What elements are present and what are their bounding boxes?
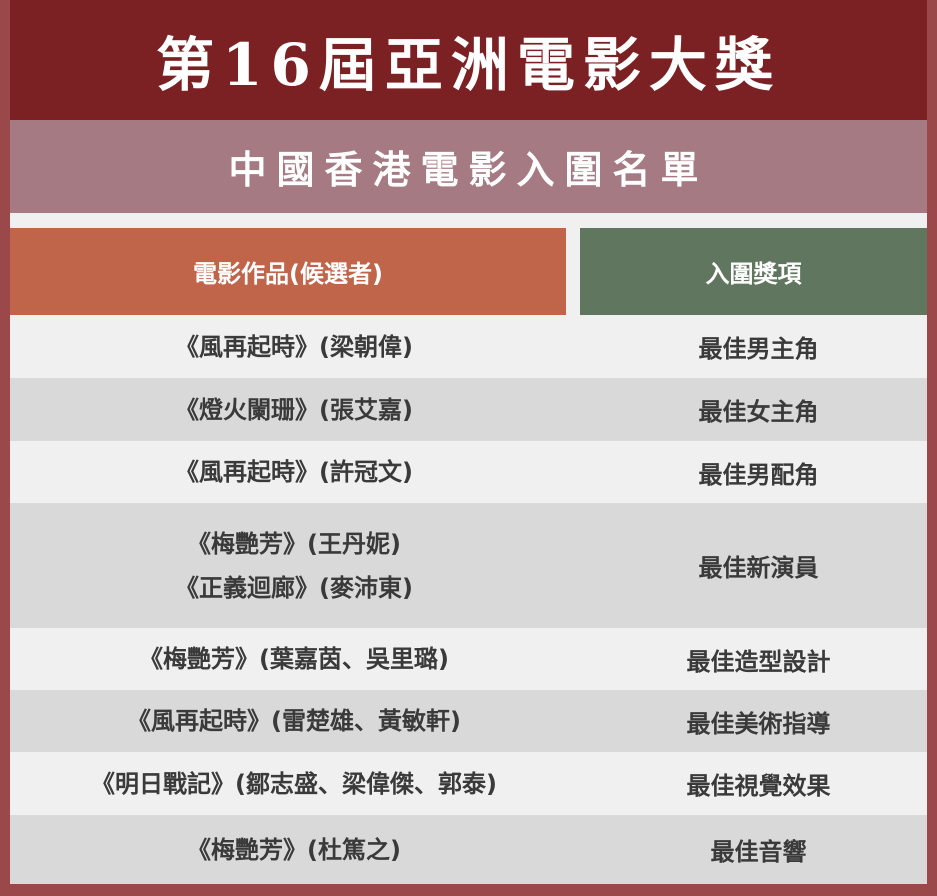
nominee-text: 《風再起時》(許冠文) [175,458,413,486]
award-cell: 最佳音響 [710,838,807,866]
table-row: 《梅艷芳》(王丹妮) 《正義迴廊》(麥沛東) 最佳新演員 [10,503,927,628]
work-cell: 《風再起時》(雷楚雄、黃敏軒) [10,690,590,752]
award-cell: 最佳女主角 [698,398,819,426]
work-cell: 《風再起時》(許冠文) [10,441,590,503]
award-cell: 最佳視覺效果 [686,772,831,800]
column-header-award: 入圍獎項 [580,228,927,315]
work-cell: 《風再起時》(梁朝偉) [10,315,590,378]
award-cell: 最佳美術指導 [686,709,831,738]
table-row: 《風再起時》(梁朝偉) 最佳男主角 [10,315,927,378]
table-card: 第16屆亞洲電影大獎 中國香港電影入圍名單 電影作品(候選者) 入圍獎項 《風再… [10,0,927,884]
column-header-work: 電影作品(候選者) [10,228,566,315]
table-row: 《風再起時》(許冠文) 最佳男配角 [10,441,927,503]
work-cell: 《梅艷芳》(葉嘉茵、吳里璐) [10,628,590,690]
table-row: 《梅艷芳》(葉嘉茵、吳里璐) 最佳造型設計 [10,628,927,690]
award-cell: 最佳男配角 [698,460,819,489]
work-cell: 《梅艷芳》(王丹妮) 《正義迴廊》(麥沛東) [10,503,590,628]
nominee-text: 《風再起時》(雷楚雄、黃敏軒) [127,707,461,735]
work-cell: 《燈火闌珊》(張艾嘉) [10,378,590,441]
nominee-text: 《明日戰記》(鄒志盛、梁偉傑、郭泰) [91,769,497,798]
work-cell: 《明日戰記》(鄒志盛、梁偉傑、郭泰) [10,752,590,815]
page-subtitle: 中國香港電影入圍名單 [10,120,927,213]
table-row: 《風再起時》(雷楚雄、黃敏軒) 最佳美術指導 [10,690,927,752]
table-row: 《明日戰記》(鄒志盛、梁偉傑、郭泰) 最佳視覺效果 [10,752,927,815]
nominee-text: 《風再起時》(梁朝偉) [175,332,413,361]
award-cell: 最佳男主角 [698,335,819,363]
nominee-text: 《梅艷芳》(葉嘉茵、吳里璐) [139,645,449,673]
nominee-text: 《梅艷芳》(王丹妮) [187,529,401,558]
nominee-text: 《燈火闌珊》(張艾嘉) [175,395,413,424]
award-cell: 最佳新演員 [698,554,819,582]
page-title: 第16屆亞洲電影大獎 [10,0,927,120]
work-cell: 《梅艷芳》(杜篤之) [10,815,590,884]
nominations-table: 《風再起時》(梁朝偉) 最佳男主角《燈火闌珊》(張艾嘉) 最佳女主角《風再起時》(許… [10,315,927,884]
table-row: 《燈火闌珊》(張艾嘉) 最佳女主角 [10,378,927,441]
nominee-text: 《正義迴廊》(麥沛東) [175,573,413,602]
award-cell: 最佳造型設計 [686,647,831,676]
table-row: 《梅艷芳》(杜篤之) 最佳音響 [10,815,927,884]
nominee-text: 《梅艷芳》(杜篤之) [187,835,401,864]
